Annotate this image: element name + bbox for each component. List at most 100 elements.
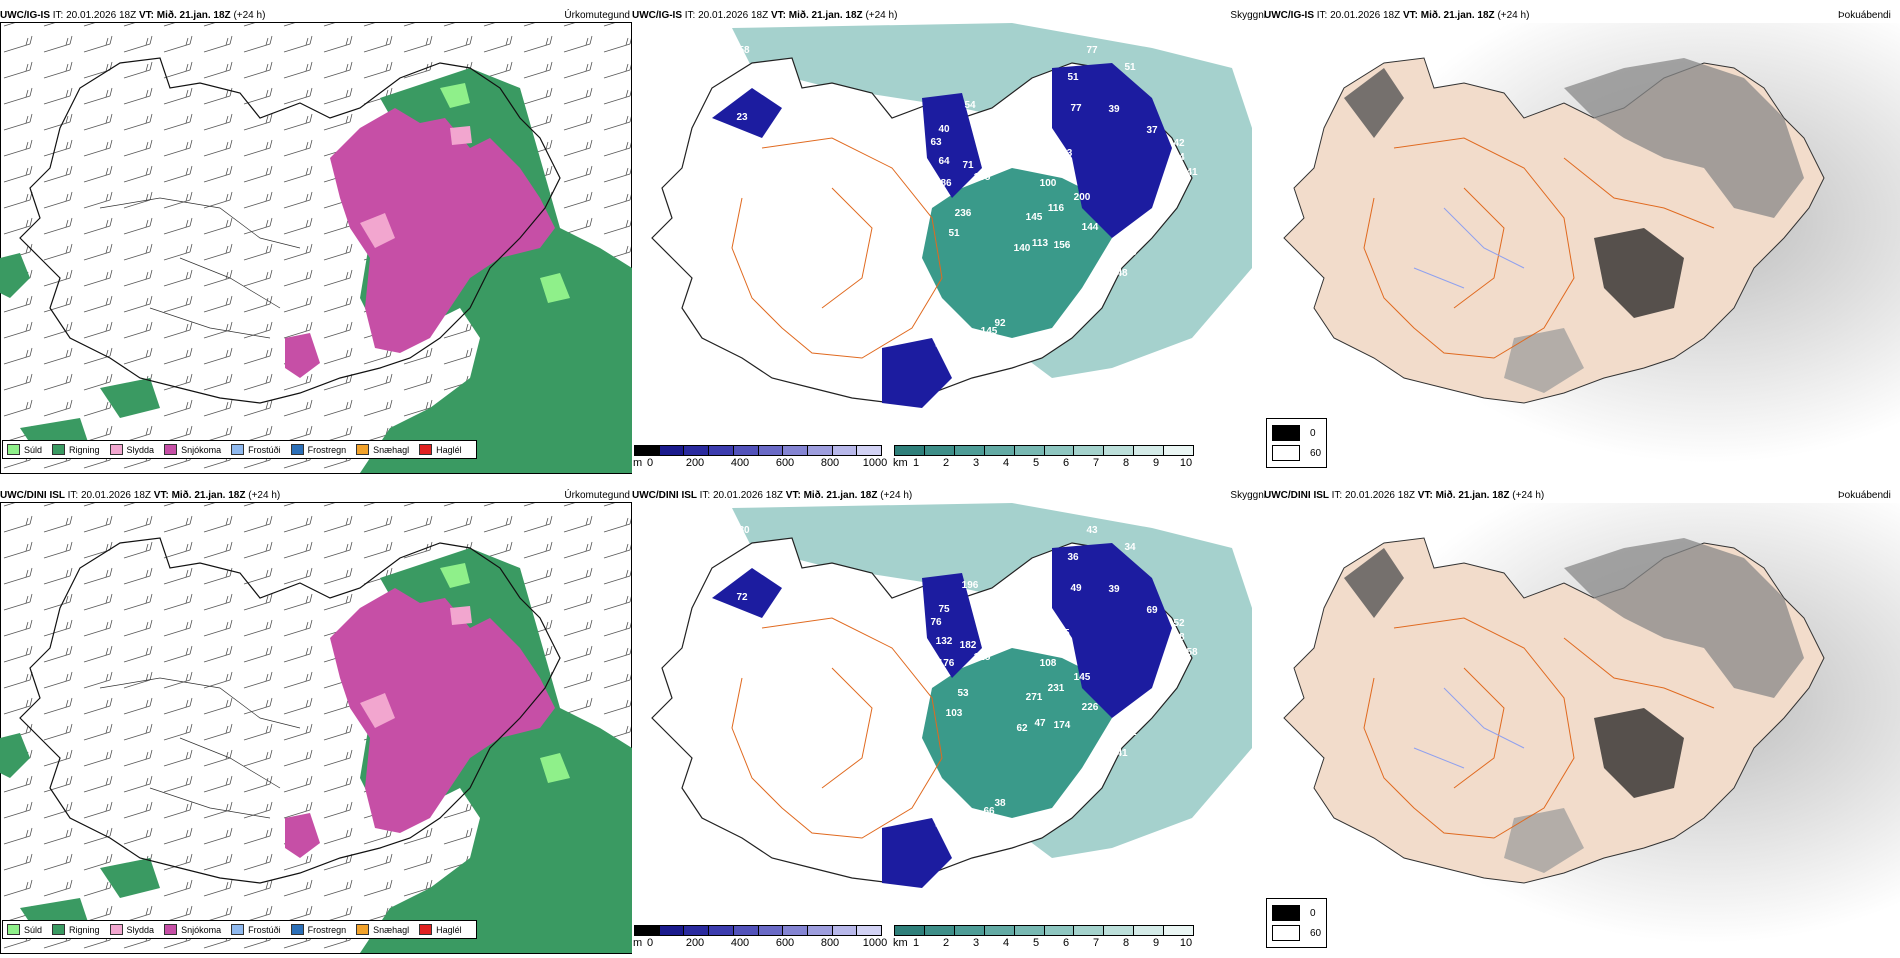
- cloud-base-label: 86: [940, 178, 952, 189]
- drizzle-area-2: [540, 753, 570, 783]
- swatch-haglel: [419, 444, 433, 455]
- cloud-base-label: 47: [1022, 567, 1034, 578]
- cloud-base-label: 69: [1102, 263, 1114, 274]
- panel-header: UWC/IG-IS IT: 20.01.2026 18Z VT: Mið. 21…: [0, 10, 265, 21]
- cloud-base-label: 83: [964, 832, 976, 843]
- legend-item-rigning: Rigning: [52, 924, 100, 935]
- cloud-base-label: 48: [1116, 268, 1128, 279]
- swatch-snaehagl: [356, 444, 370, 455]
- visibility-km-colorbar: 1 2 3 4 5 6 7 8 9 10 km: [893, 445, 1194, 471]
- colorbar-m-tick: 400: [730, 937, 750, 949]
- visibility-title: Skyggni: [1230, 490, 1266, 501]
- model-row: UWC/DINI ISL IT: 20.01.2026 18Z VT: Mið.…: [0, 488, 1900, 958]
- colorbar-km-box: [1104, 926, 1135, 935]
- rivers: [1413, 687, 1525, 769]
- cloud-base-label: 144: [1082, 222, 1099, 233]
- colorbar-km-box: [1134, 926, 1165, 935]
- cloud-base-label: 196: [962, 580, 979, 591]
- cloud-base-label: 39: [1171, 183, 1183, 194]
- legend-item-snaehagl: Snæhagl: [356, 444, 409, 455]
- teal-cloud-area: [922, 168, 1112, 338]
- model-row: UWC/IG-IS IT: 20.01.2026 18Z VT: Mið. 21…: [0, 8, 1900, 478]
- cloud-base-label: 51: [1124, 62, 1136, 73]
- rain-area-west: [0, 253, 30, 298]
- colorbar-km-tick: 3: [972, 457, 980, 469]
- cloud-base-label: 46: [955, 324, 967, 335]
- colorbar-km-box: [1074, 446, 1105, 455]
- cloud-base-label: 77: [1070, 103, 1082, 114]
- colorbar-km-box: [1044, 446, 1075, 455]
- it-label: IT:: [1316, 10, 1331, 21]
- vt-label: VT:: [770, 10, 789, 21]
- cloud-base-label: 55: [1058, 628, 1070, 639]
- rain-area-south: [100, 378, 160, 418]
- fog-high-nw: [1344, 548, 1404, 618]
- legend-item-haglel: Haglél: [419, 444, 462, 455]
- cloud-base-label: 204: [1094, 756, 1111, 767]
- dense-cloud-south: [882, 818, 952, 888]
- colorbar-km-box: [954, 926, 985, 935]
- cloud-base-label: 271: [1026, 692, 1043, 703]
- legend-item-frostregn: Frostregn: [290, 444, 346, 455]
- visibility-m-colorbar: 0 200 400 600 800 1000 m: [633, 925, 887, 951]
- legend-item-snaehagl: Snæhagl: [356, 924, 409, 935]
- panel-header: UWC/DINI ISL IT: 20.01.2026 18Z VT: Mið.…: [0, 490, 280, 501]
- roads: [731, 617, 943, 839]
- colorbar-m-unit: m: [633, 937, 643, 949]
- colorbar-km-box: [1044, 926, 1075, 935]
- cloud-base-label: 52: [1173, 618, 1185, 629]
- snow-area-south: [285, 333, 320, 378]
- cloud-base-label: 48: [1173, 632, 1185, 643]
- cloud-base-label: 49: [935, 820, 947, 831]
- cloud-base-label: 998: [1058, 646, 1075, 657]
- colorbar-km-tick: 1: [912, 457, 920, 469]
- cloud-base-label: 145: [1026, 212, 1043, 223]
- colorbar-m-labels: 0 200 400 600 800 1000: [634, 936, 887, 950]
- swatch-haglel: [419, 924, 433, 935]
- cloud-base-label: 243: [1058, 166, 1075, 177]
- cloud-base-label: 116: [1048, 203, 1065, 214]
- snow-area: [330, 108, 555, 353]
- fog-index-panel: UWC/IG-IS IT: 20.01.2026 18Z VT: Mið. 21…: [1264, 8, 1900, 478]
- colorbar-km-tick: 8: [1122, 457, 1130, 469]
- colorbar-m-tick: 1000: [862, 457, 888, 469]
- cloud-base-label: 36: [1064, 794, 1076, 805]
- cloud-base-label: 66: [983, 806, 995, 817]
- fog-swatch-black: [1272, 425, 1300, 441]
- cloud-base-label: 61: [1125, 727, 1137, 738]
- fog-index-map: [1264, 503, 1900, 943]
- cloud-base-label: 39: [1108, 584, 1120, 595]
- iceland-outline: [19, 537, 561, 884]
- fog-legend: 0 60: [1266, 898, 1328, 948]
- precip-map: [0, 503, 632, 953]
- swatch-frostregn: [290, 924, 304, 935]
- contour-lines: [99, 677, 301, 819]
- precip-legend: Súld Rigning Slydda Snjókoma Frostúði Fr…: [2, 440, 477, 459]
- colorbar-m-box: [758, 926, 784, 935]
- cloud-base-label: 58: [1186, 647, 1198, 658]
- roads: [1363, 137, 1715, 359]
- precip-legend: Súld Rigning Slydda Snjókoma Frostúði Fr…: [2, 920, 477, 939]
- vt-label: VT:: [1402, 10, 1421, 21]
- cloud-base-label: 69: [1146, 605, 1158, 616]
- colorbar-km-box: [1014, 926, 1045, 935]
- precip-type-panel: UWC/IG-IS IT: 20.01.2026 18Z VT: Mið. 21…: [0, 8, 632, 478]
- colorbar-m-box: [857, 446, 882, 455]
- colorbar-km-tick: 7: [1092, 937, 1100, 949]
- it-label: IT:: [699, 490, 713, 501]
- cloud-base-label: 92: [994, 318, 1006, 329]
- precip-type-title: Úrkomutegund: [564, 10, 630, 21]
- vt-label: VT:: [153, 490, 172, 501]
- vt-value: Mið. 21.jan. 18Z: [1435, 490, 1513, 501]
- cloud-base-label: 36: [1064, 314, 1076, 325]
- cloud-base-label: 52: [1030, 640, 1042, 651]
- colorbar-km-box: [895, 446, 925, 455]
- fog-legend-row-60: 60: [1272, 443, 1321, 463]
- colorbar-m-box: [783, 926, 808, 935]
- fog-swatch-white: [1272, 445, 1300, 461]
- colorbar-km-tick: 10: [1179, 937, 1193, 949]
- colorbar-m-box: [857, 926, 882, 935]
- colorbar-km-tick: 6: [1062, 457, 1070, 469]
- cloud-base-label: 64: [938, 156, 950, 167]
